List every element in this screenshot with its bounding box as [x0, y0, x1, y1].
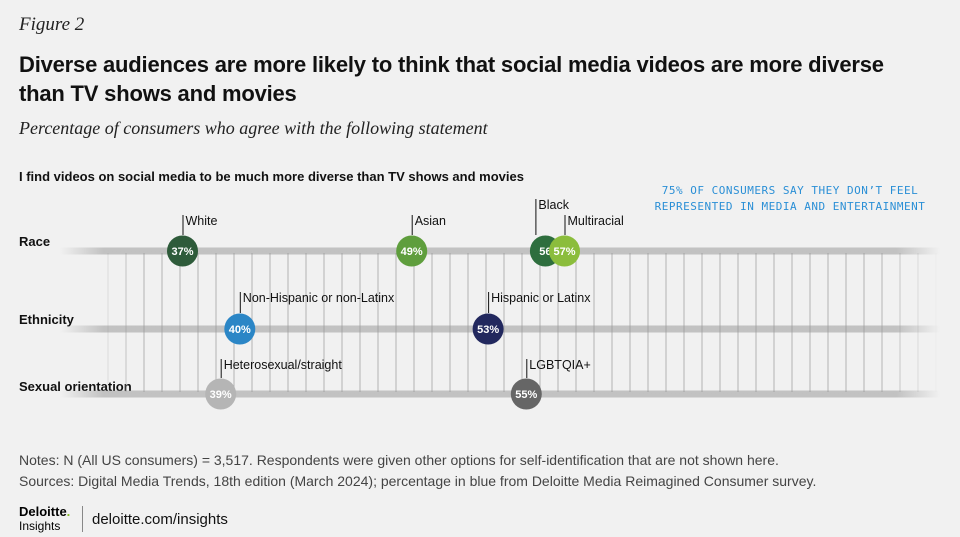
brand-sub: Insights	[19, 519, 61, 533]
category-label: Asian	[415, 214, 446, 228]
category-label: LGBTQIA+	[529, 358, 590, 372]
data-dot	[224, 313, 256, 345]
footer-divider	[82, 506, 83, 532]
deloitte-insights-logo: Deloitte. Insights	[19, 504, 79, 534]
notes-line: Notes: N (All US consumers) = 3,517. Res…	[19, 452, 779, 468]
category-label: Non-Hispanic or non-Latinx	[243, 291, 395, 305]
data-dot	[549, 235, 580, 267]
value-label: 55%	[515, 389, 537, 401]
value-label: 53%	[477, 324, 499, 336]
footer-url-link[interactable]: deloitte.com/insights	[92, 511, 228, 528]
data-dot	[396, 235, 428, 267]
row-label-race: Race	[19, 234, 51, 249]
category-label: Black	[538, 198, 569, 212]
value-label: 39%	[210, 389, 232, 401]
data-dot	[472, 313, 504, 345]
value-label: 40%	[229, 324, 251, 336]
category-label: White	[186, 214, 218, 228]
row-label-ethnicity: Ethnicity	[19, 312, 74, 327]
brand-name-text: Deloitte	[19, 504, 67, 519]
category-label: Heterosexual/straight	[224, 358, 343, 372]
row-label-sexual-orientation: Sexual orientation	[19, 379, 132, 394]
sources-line: Sources: Digital Media Trends, 18th edit…	[19, 473, 817, 489]
figure-label: Figure 2	[19, 14, 85, 35]
value-label: 57%	[553, 246, 575, 258]
brand-name: Deloitte.	[19, 504, 71, 519]
value-label: 37%	[171, 246, 193, 258]
blue-annotation: 75% of consumers say they don’t feel rep…	[654, 184, 926, 213]
survey-statement: I find videos on social media to be much…	[19, 169, 524, 184]
data-dot	[167, 235, 198, 267]
value-label: 56	[539, 246, 551, 258]
value-label: 49%	[401, 246, 423, 258]
category-label: Multiracial	[568, 214, 624, 228]
category-label: Hispanic or Latinx	[491, 291, 591, 305]
data-dot	[205, 378, 237, 410]
chart-title: Diverse audiences are more likely to thi…	[19, 52, 884, 106]
data-dot	[510, 378, 542, 410]
notes: Notes: N (All US consumers) = 3,517. Res…	[19, 450, 939, 492]
chart-subtitle: Percentage of consumers who agree with t…	[19, 118, 488, 138]
